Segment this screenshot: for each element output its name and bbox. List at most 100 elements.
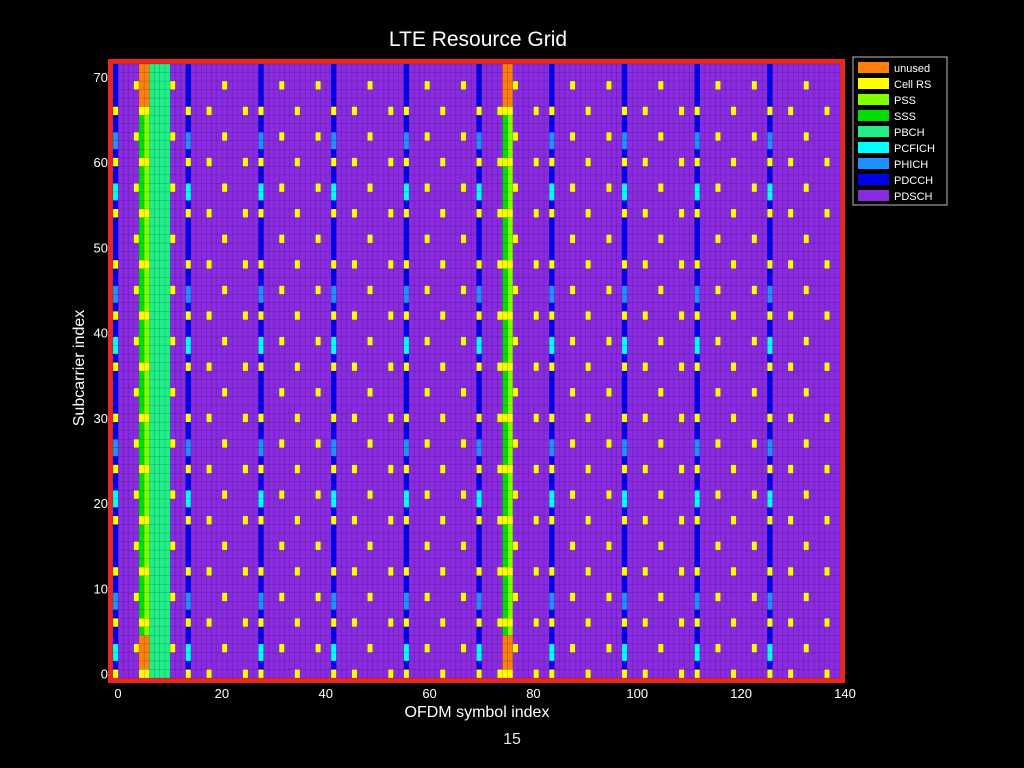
cell-rs-cell: [730, 464, 737, 474]
cell-rs-cell: [185, 311, 191, 320]
cell-rs-cell: [512, 183, 519, 192]
cell-rs-cell: [403, 413, 409, 423]
cell-rs-cell: [767, 413, 773, 423]
cell-rs-cell: [294, 362, 300, 371]
cell-rs-cell: [730, 567, 737, 576]
legend-swatch-pbch: [858, 126, 889, 137]
cell-rs-cell: [767, 311, 773, 320]
pcfich-cell: [621, 191, 628, 201]
cell-rs-cell: [185, 106, 191, 116]
phich-cell: [767, 285, 773, 295]
pcfich-cell: [113, 336, 119, 346]
cell-rs-cell: [185, 515, 191, 525]
cell-rs-cell: [476, 311, 482, 320]
phich-cell: [476, 294, 482, 303]
cell-rs-cell: [279, 439, 285, 448]
cell-rs-cell: [331, 260, 337, 269]
cell-rs-cell: [133, 541, 139, 551]
cell-rs-cell: [476, 515, 482, 525]
cell-rs-cell: [388, 464, 394, 474]
legend-swatch-pdsch: [858, 190, 889, 201]
cell-rs-cell: [242, 567, 249, 576]
cell-rs-cell: [144, 413, 150, 423]
cell-rs-cell: [138, 618, 145, 627]
cell-rs-cell: [170, 592, 176, 602]
cell-rs-cell: [242, 413, 249, 423]
cell-rs-cell: [460, 490, 467, 499]
cell-rs-cell: [460, 336, 467, 346]
cell-rs-cell: [606, 81, 612, 90]
cell-rs-cell: [279, 490, 285, 499]
cell-rs-cell: [351, 413, 358, 423]
phich-cell: [476, 447, 482, 457]
cell-rs-cell: [679, 669, 685, 678]
phich-cell: [403, 592, 409, 602]
cell-rs-cell: [185, 669, 191, 678]
pcfich-cell: [258, 490, 264, 499]
phich-cell: [549, 592, 555, 602]
unused-region: [138, 635, 145, 678]
cell-rs-cell: [242, 362, 249, 371]
cell-rs-cell: [440, 618, 446, 627]
cell-rs-cell: [507, 260, 513, 269]
cell-rs-cell: [658, 132, 664, 141]
cell-rs-cell: [658, 81, 664, 90]
pcfich-cell: [694, 498, 700, 508]
cell-rs-cell: [403, 106, 409, 116]
phich-cell: [694, 592, 700, 602]
cell-rs-cell: [606, 132, 612, 141]
cell-rs-cell: [803, 643, 809, 653]
cell-rs-cell: [497, 515, 503, 525]
cell-rs-cell: [206, 260, 212, 269]
cell-rs-cell: [803, 81, 809, 90]
cell-rs-cell: [206, 515, 212, 525]
cell-rs-cell: [824, 669, 830, 678]
cell-rs-cell: [730, 157, 737, 167]
pcfich-cell: [113, 183, 119, 192]
pcfich-cell: [331, 643, 337, 653]
cell-rs-cell: [440, 669, 446, 678]
cell-rs-cell: [621, 106, 628, 116]
phich-cell: [476, 285, 482, 295]
phich-cell: [331, 592, 337, 602]
cell-rs-cell: [715, 336, 721, 346]
cell-rs-cell: [788, 311, 794, 320]
cell-rs-cell: [497, 669, 503, 678]
cell-rs-cell: [606, 285, 612, 295]
phich-cell: [621, 592, 628, 602]
cell-rs-cell: [621, 362, 628, 371]
pcfich-cell: [767, 336, 773, 346]
pcfich-cell: [185, 336, 191, 346]
cell-rs-cell: [440, 362, 446, 371]
cell-rs-cell: [294, 515, 300, 525]
cell-rs-cell: [606, 439, 612, 448]
cell-rs-cell: [606, 234, 612, 244]
cell-rs-cell: [512, 336, 519, 346]
cell-rs-cell: [606, 336, 612, 346]
cell-rs-cell: [658, 234, 664, 244]
cell-rs-cell: [497, 260, 503, 269]
cell-rs-cell: [767, 567, 773, 576]
cell-rs-cell: [331, 464, 337, 474]
cell-rs-cell: [642, 260, 648, 269]
unused-region: [507, 635, 513, 678]
phich-cell: [476, 140, 482, 150]
phich-cell: [185, 592, 191, 602]
cell-rs-cell: [258, 567, 264, 576]
cell-rs-cell: [294, 157, 300, 167]
cell-rs-cell: [502, 311, 508, 320]
cell-rs-cell: [533, 464, 539, 474]
phich-cell: [258, 132, 264, 141]
cell-rs-cell: [507, 362, 513, 371]
phich-cell: [476, 439, 482, 448]
cell-rs-cell: [642, 515, 648, 525]
phich-cell: [767, 592, 773, 602]
cell-rs-cell: [294, 464, 300, 474]
cell-rs-cell: [440, 413, 446, 423]
cell-rs-cell: [569, 336, 576, 346]
cell-rs-cell: [133, 336, 139, 346]
cell-rs-cell: [533, 157, 539, 167]
phich-cell: [694, 447, 700, 457]
cell-rs-cell: [144, 208, 150, 218]
pcfich-cell: [258, 191, 264, 201]
